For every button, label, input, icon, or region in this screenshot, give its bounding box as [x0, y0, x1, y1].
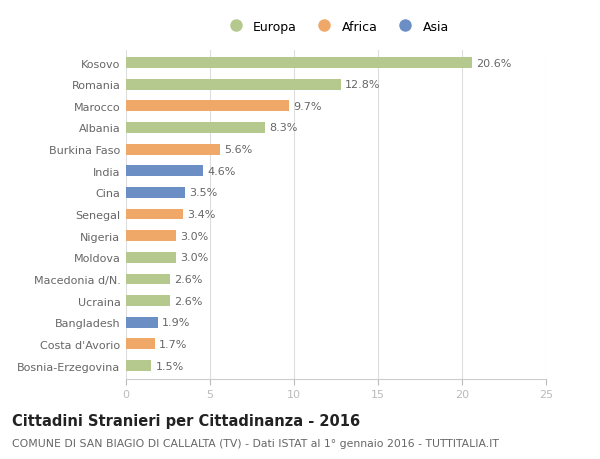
Text: 3.4%: 3.4%	[187, 210, 215, 219]
Bar	[126, 166, 203, 177]
Bar	[126, 58, 472, 69]
Bar	[126, 188, 185, 198]
Bar	[126, 339, 155, 349]
Bar	[126, 252, 176, 263]
Text: 20.6%: 20.6%	[476, 58, 512, 68]
Text: 3.5%: 3.5%	[189, 188, 217, 198]
Text: 3.0%: 3.0%	[181, 253, 209, 263]
Text: 1.7%: 1.7%	[159, 339, 187, 349]
Bar	[126, 145, 220, 155]
Text: COMUNE DI SAN BIAGIO DI CALLALTA (TV) - Dati ISTAT al 1° gennaio 2016 - TUTTITAL: COMUNE DI SAN BIAGIO DI CALLALTA (TV) - …	[12, 438, 499, 448]
Bar	[126, 317, 158, 328]
Bar	[126, 274, 170, 285]
Text: 1.5%: 1.5%	[155, 361, 184, 371]
Bar	[126, 209, 183, 220]
Text: 9.7%: 9.7%	[293, 101, 322, 112]
Bar	[126, 101, 289, 112]
Legend: Europa, Africa, Asia: Europa, Africa, Asia	[223, 21, 449, 34]
Text: 2.6%: 2.6%	[174, 296, 202, 306]
Text: 2.6%: 2.6%	[174, 274, 202, 284]
Text: 1.9%: 1.9%	[162, 318, 190, 328]
Bar	[126, 80, 341, 90]
Text: 8.3%: 8.3%	[269, 123, 298, 133]
Text: 4.6%: 4.6%	[208, 167, 236, 176]
Text: 5.6%: 5.6%	[224, 145, 253, 155]
Bar	[126, 296, 170, 306]
Bar	[126, 123, 265, 134]
Text: Cittadini Stranieri per Cittadinanza - 2016: Cittadini Stranieri per Cittadinanza - 2…	[12, 413, 360, 428]
Text: 3.0%: 3.0%	[181, 231, 209, 241]
Bar	[126, 231, 176, 241]
Text: 12.8%: 12.8%	[345, 80, 381, 90]
Bar	[126, 360, 151, 371]
